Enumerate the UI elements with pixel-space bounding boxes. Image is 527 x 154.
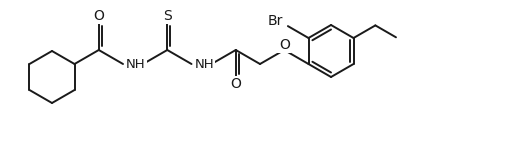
Text: Br: Br <box>268 14 283 28</box>
Text: S: S <box>163 9 172 23</box>
Text: O: O <box>279 38 290 52</box>
Text: O: O <box>230 77 241 91</box>
Text: O: O <box>93 9 104 23</box>
Text: NH: NH <box>194 57 214 71</box>
Text: NH: NH <box>126 57 145 71</box>
